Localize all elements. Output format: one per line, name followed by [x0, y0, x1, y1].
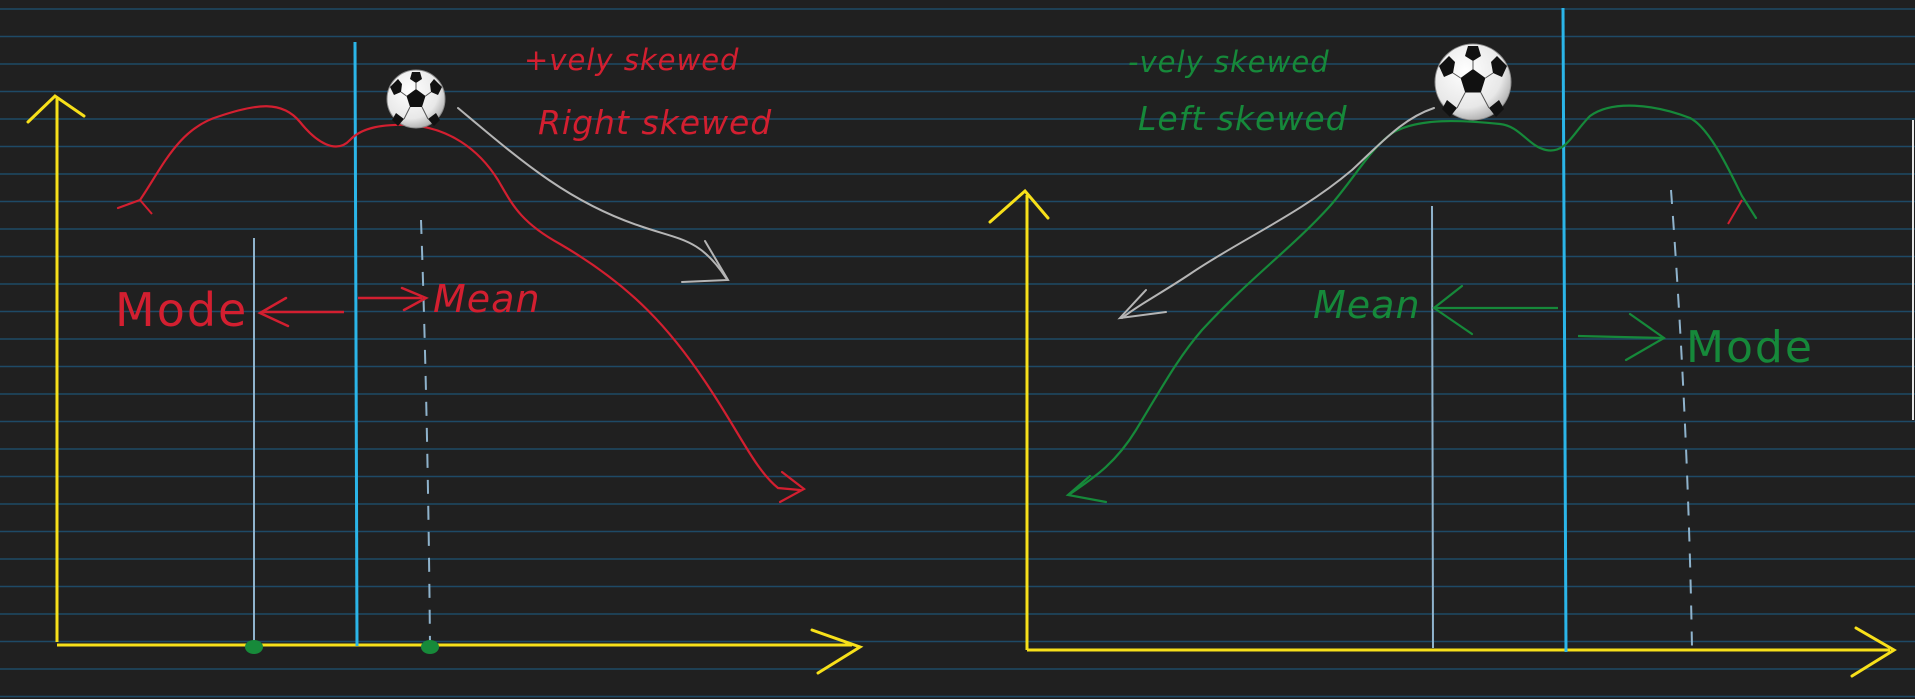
right-subtitle: Left skewed — [1138, 99, 1348, 138]
left-title: +vely skewed — [524, 43, 739, 77]
left-mode-label: Mode — [115, 283, 248, 337]
right-distribution-curve — [1068, 104, 1758, 496]
right-mean-arrowhead — [1432, 284, 1474, 336]
left-panel: +vely skewed Right skewed Mode Mean — [26, 41, 864, 675]
left-distribution-curve — [116, 105, 802, 492]
left-mean-marker — [421, 640, 439, 654]
left-mean-label: Mean — [433, 277, 541, 321]
right-peak-line — [1561, 7, 1568, 653]
left-subtitle: Right skewed — [538, 103, 772, 142]
right-mode-dashed-line — [1670, 189, 1693, 649]
left-skew-direction-arrow — [457, 107, 727, 279]
left-skew-arrowhead — [681, 240, 730, 283]
right-mode-label: Mode — [1686, 322, 1814, 373]
left-curve-arrowhead — [778, 470, 807, 504]
left-mode-marker — [245, 640, 263, 654]
right-mean-label: Mean — [1313, 283, 1421, 327]
right-panel: -vely skewed Left skewed Mean Mode — [988, 7, 1897, 678]
right-mode-arrow — [1577, 334, 1665, 340]
left-mean-dashed-line — [420, 219, 431, 647]
right-curve-arrowhead — [1065, 474, 1108, 504]
right-title: -vely skewed — [1128, 45, 1330, 79]
right-curve-tail-tick — [1727, 199, 1743, 225]
soccer-ball-icon — [1434, 43, 1512, 121]
right-x-axis-arrowhead — [1850, 626, 1897, 678]
right-skew-direction-arrow — [1121, 107, 1435, 319]
right-mean-line — [1431, 205, 1434, 649]
left-x-axis-arrowhead — [810, 628, 864, 675]
soccer-ball-icon — [386, 69, 446, 129]
right-mode-arrowhead — [1624, 312, 1667, 362]
left-y-axis-arrowhead — [26, 94, 86, 124]
left-mean-arrowhead — [400, 286, 429, 312]
left-mode-arrowhead — [257, 296, 290, 328]
left-peak-line — [353, 41, 359, 647]
left-curve-tail-tick — [139, 199, 153, 215]
right-skew-arrowhead — [1117, 289, 1167, 320]
right-y-axis-arrowhead — [988, 188, 1050, 224]
